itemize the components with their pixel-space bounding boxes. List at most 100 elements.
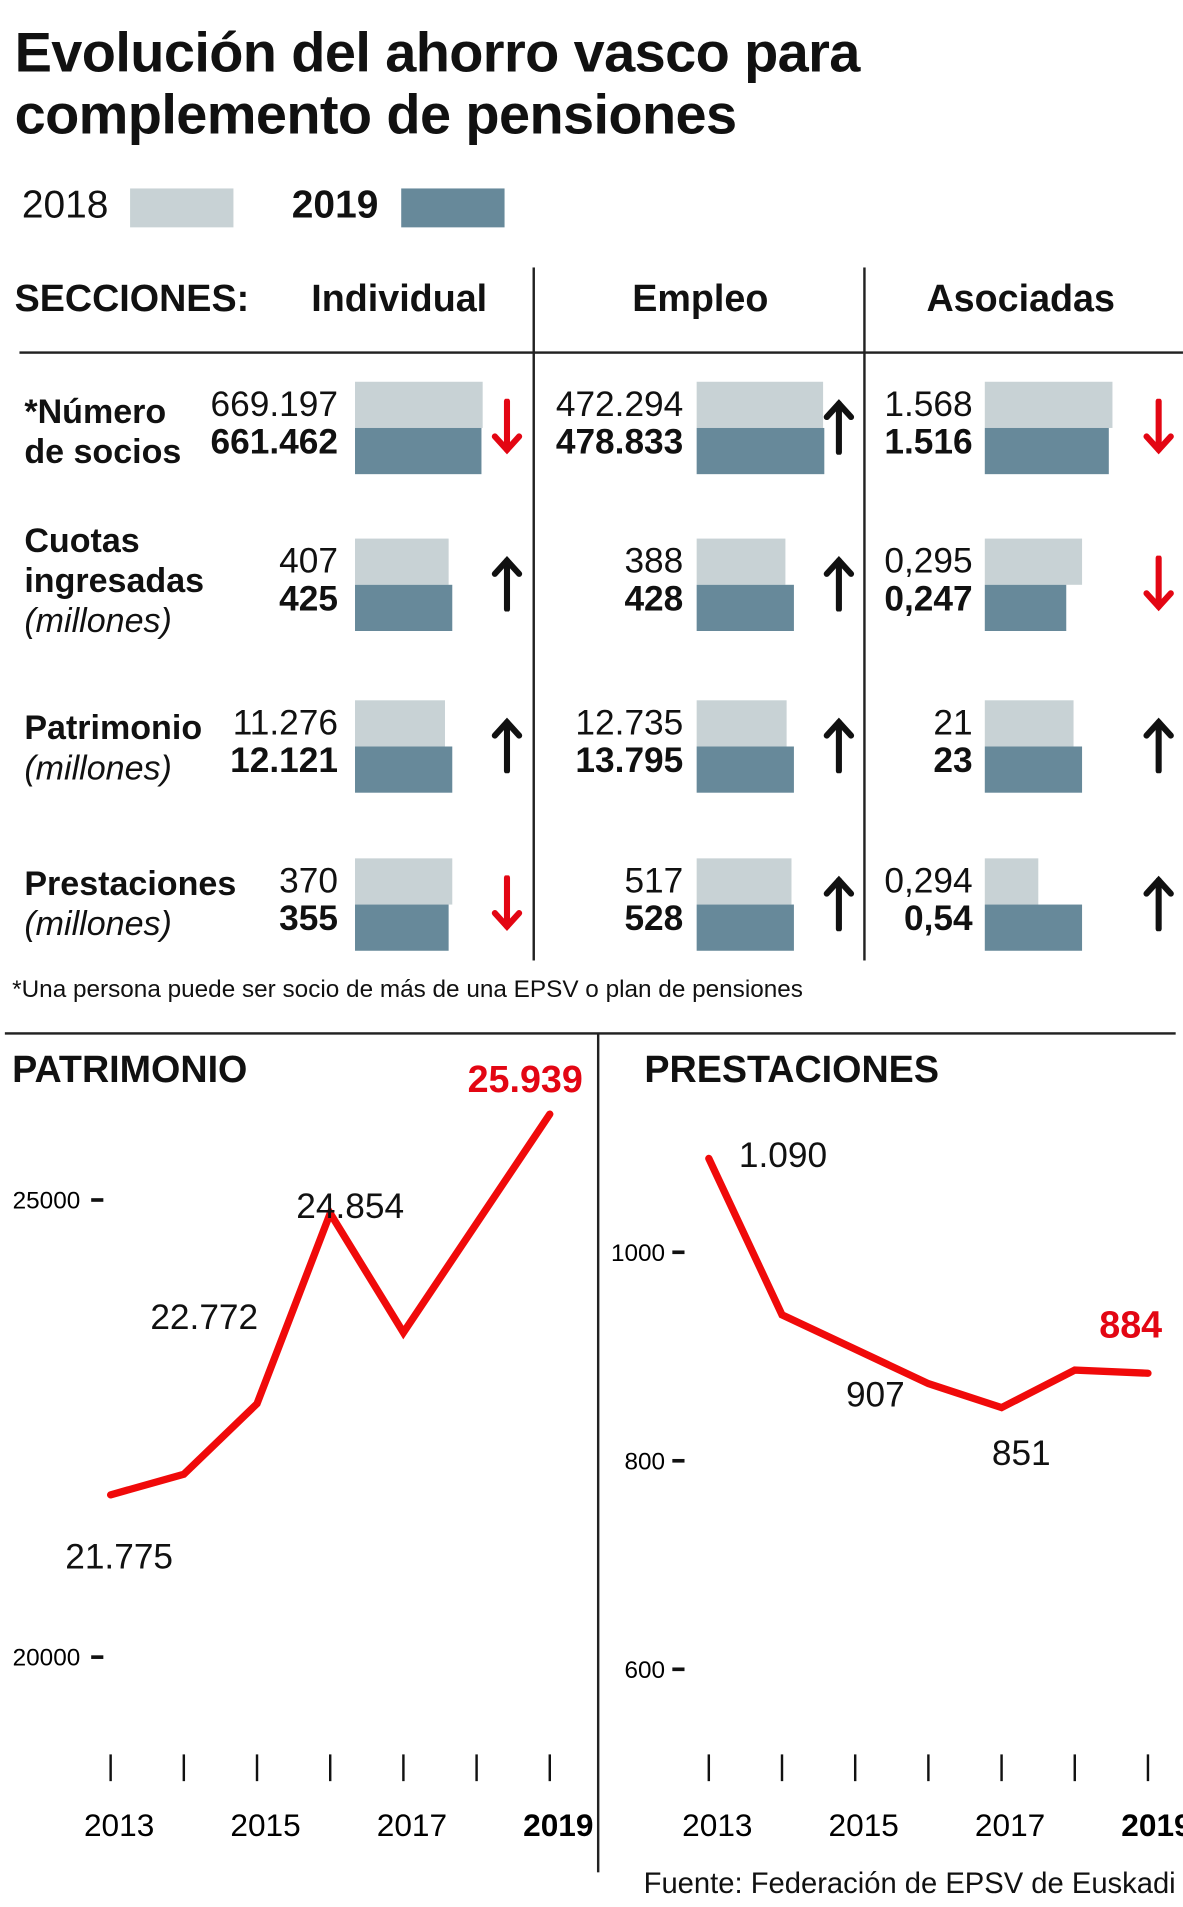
column-header-individual: Individual	[311, 277, 488, 320]
row-label-line: *Número	[24, 392, 167, 431]
value-2018: 517	[624, 862, 684, 901]
arrow-up-icon	[823, 717, 855, 774]
bar-2019	[696, 904, 794, 951]
x-tick-label: 2017	[377, 1807, 447, 1843]
value-2018: 0,294	[884, 862, 973, 901]
page-title: Evolución del ahorro vasco para complemen…	[14, 20, 861, 146]
bar-2018	[355, 538, 449, 585]
row-label-unit: (millones)	[24, 601, 172, 640]
value-2019: 0,247	[884, 579, 973, 619]
data-label: 884	[1099, 1303, 1162, 1345]
source: Fuente: Federación de EPSV de Euskadi	[643, 1867, 1176, 1901]
value-2018: 472.294	[555, 385, 684, 425]
value-2018: 0,295	[884, 542, 973, 582]
row-label-line: ingresadas	[24, 561, 205, 600]
x-tick-label: 2013	[682, 1807, 752, 1843]
bar-2019	[355, 584, 453, 632]
x-tick-label: 2015	[829, 1807, 899, 1843]
bar-2018	[984, 538, 1083, 585]
value-2018: 388	[624, 542, 684, 582]
data-label: 1.090	[739, 1136, 827, 1175]
row-label-unit: (millones)	[24, 748, 172, 787]
value-2019: 425	[279, 579, 338, 619]
bar-2019	[696, 584, 794, 632]
bar-2018	[984, 700, 1074, 747]
data-label: 24.854	[296, 1187, 404, 1226]
data-label: 851	[992, 1434, 1051, 1473]
bar-2019	[355, 427, 482, 475]
x-tick-label: 2019	[1121, 1807, 1183, 1843]
arrow-down-icon	[1143, 555, 1175, 612]
arrow-up-icon	[1143, 875, 1175, 932]
y-tick-label: 800	[624, 1448, 665, 1475]
value-2019: 428	[624, 579, 684, 619]
x-tick-label: 2015	[230, 1807, 300, 1843]
bar-2018	[696, 381, 823, 428]
bar-2018	[696, 700, 787, 747]
bar-2018	[984, 381, 1113, 428]
bar-2019	[984, 904, 1083, 951]
y-tick-label: 600	[624, 1657, 665, 1684]
row-label-patrimonio: Patrimonio (millones)	[24, 708, 202, 788]
bar-2018	[696, 538, 785, 585]
bar-2018	[355, 700, 446, 747]
value-2018: 407	[279, 542, 338, 582]
bar-2019	[696, 746, 794, 793]
row-label-line: Cuotas	[24, 521, 140, 560]
column-header-asociadas: Asociadas	[926, 277, 1115, 320]
legend-2019-swatch	[401, 188, 505, 228]
bar-2019	[984, 584, 1067, 632]
row-label-socios: *Número de socios	[24, 391, 181, 471]
column-divider	[532, 267, 535, 961]
y-tick-label: 1000	[611, 1240, 665, 1267]
x-tick-label: 2019	[523, 1807, 593, 1843]
title-line-2: complemento de pensiones	[14, 82, 738, 146]
bar-2018	[355, 381, 483, 428]
bar-2019	[984, 746, 1083, 793]
chart-divider	[596, 1033, 600, 1873]
row-label-line: Prestaciones	[24, 864, 237, 903]
value-2019: 661.462	[210, 423, 338, 463]
arrow-down-icon	[491, 398, 523, 455]
x-tick-label: 2013	[84, 1807, 154, 1843]
value-2018: 669.197	[210, 385, 338, 425]
value-2019: 528	[624, 899, 684, 939]
legend-2018-label: 2018	[21, 182, 109, 227]
row-label-prestaciones: Prestaciones (millones)	[24, 863, 236, 943]
series-line	[106, 1110, 554, 1499]
row-label-cuotas: Cuotas ingresadas (millones)	[24, 520, 204, 640]
data-label: 907	[846, 1376, 905, 1415]
patrimonio-title: PATRIMONIO	[12, 1048, 248, 1091]
value-2019: 355	[279, 899, 338, 939]
column-header-empleo: Empleo	[632, 277, 769, 320]
value-2018: 21	[933, 703, 973, 743]
footnote: *Una persona puede ser socio de más de u…	[12, 976, 803, 1004]
value-2019: 12.121	[230, 741, 338, 781]
series-line	[705, 1154, 1152, 1412]
bar-2018	[355, 858, 453, 905]
header-divider	[19, 351, 1183, 354]
arrow-up-icon	[491, 555, 523, 613]
value-2019: 23	[933, 741, 973, 781]
y-tick-label: 20000	[13, 1645, 81, 1672]
value-2019: 478.833	[555, 423, 684, 463]
arrow-up-icon	[823, 555, 855, 613]
section-divider	[4, 1032, 1176, 1035]
value-2019: 0,54	[904, 899, 973, 939]
title-line-1: Evolución del ahorro vasco para	[14, 20, 861, 84]
bar-2018	[984, 858, 1038, 905]
y-tick-label: 25000	[13, 1188, 81, 1215]
value-2018: 11.276	[232, 703, 338, 743]
arrow-down-icon	[1143, 398, 1175, 455]
x-tick-label: 2017	[975, 1807, 1045, 1843]
data-label: 21.775	[65, 1537, 173, 1576]
row-label-line: de socios	[24, 432, 182, 471]
value-2018: 370	[279, 862, 338, 901]
prestaciones-title: PRESTACIONES	[644, 1048, 939, 1091]
data-label: 25.939	[468, 1058, 583, 1100]
legend-2019-label: 2019	[291, 182, 379, 227]
bar-2019	[355, 746, 453, 793]
value-2019: 1.516	[884, 423, 973, 463]
bar-2019	[696, 427, 825, 475]
